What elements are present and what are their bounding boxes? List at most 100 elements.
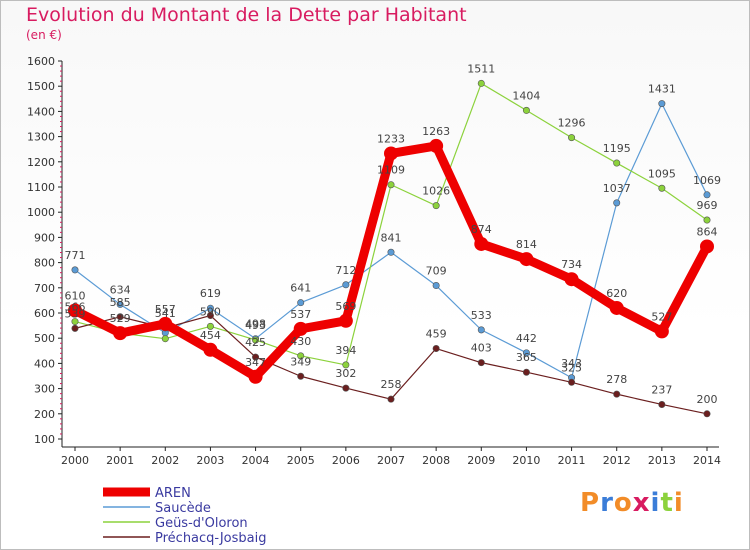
- data-label: 734: [561, 258, 582, 271]
- data-label: 610: [65, 289, 86, 302]
- data-label: 814: [516, 238, 537, 251]
- x-tick-label: 2010: [512, 454, 540, 467]
- data-label: 1511: [467, 62, 495, 75]
- data-label: 430: [290, 335, 311, 348]
- data-point: [68, 303, 82, 318]
- data-label: 1263: [422, 125, 450, 138]
- data-point: [658, 184, 666, 192]
- legend-label: Saucède: [155, 501, 211, 516]
- data-label: 498: [245, 318, 266, 331]
- data-label: 1195: [603, 142, 631, 155]
- x-tick-label: 2009: [467, 454, 495, 467]
- data-point: [477, 326, 485, 334]
- x-tick-label: 2001: [106, 454, 134, 467]
- x-tick-label: 2013: [648, 454, 676, 467]
- x-tick-label: 2000: [61, 454, 89, 467]
- data-point: [703, 216, 711, 224]
- data-labels: 771 634 619 498 641 712 841 709 533 442 343 1037 143…: [65, 62, 722, 405]
- data-label: 864: [697, 225, 718, 238]
- data-point: [293, 321, 308, 336]
- data-point: [297, 372, 305, 380]
- data-point: [658, 400, 666, 408]
- data-label: 200: [697, 393, 718, 406]
- data-point: [158, 316, 173, 331]
- logo-letter: i: [673, 488, 684, 518]
- x-tick-label: 2014: [693, 454, 721, 467]
- data-label: 541: [155, 307, 176, 320]
- data-point: [71, 324, 79, 332]
- y-tick-label: 500: [34, 332, 55, 345]
- data-point: [71, 266, 79, 274]
- legend-label: Préchacq-Josbaig: [155, 531, 266, 546]
- data-label: 969: [697, 199, 718, 212]
- data-point: [522, 368, 530, 376]
- data-point: [703, 191, 711, 199]
- y-tick-label: 1500: [27, 80, 55, 93]
- data-point: [522, 106, 530, 114]
- x-tick-label: 2002: [151, 454, 179, 467]
- y-tick-label: 100: [34, 433, 55, 446]
- data-label: 619: [200, 287, 221, 300]
- y-tick-label: 400: [34, 357, 55, 370]
- data-point: [297, 352, 305, 360]
- data-point: [658, 100, 666, 108]
- data-label: 278: [606, 373, 627, 386]
- legend-label: AREN: [155, 486, 191, 501]
- chart-subtitle: (en €): [26, 28, 62, 42]
- data-point: [338, 313, 353, 328]
- data-point: [252, 353, 260, 361]
- data-point: [609, 300, 624, 315]
- y-tick-label: 700: [34, 282, 55, 295]
- data-point: [342, 361, 350, 369]
- legend-label: Geüs-d'Oloron: [155, 516, 248, 531]
- data-point: [613, 159, 621, 167]
- data-point: [564, 272, 579, 287]
- data-point: [342, 281, 350, 289]
- data-point: [568, 378, 576, 386]
- x-tick-label: 2004: [242, 454, 270, 467]
- data-label: 347: [245, 356, 266, 369]
- data-point: [206, 312, 214, 320]
- data-label: 557: [155, 303, 176, 316]
- data-label: 1069: [693, 174, 721, 187]
- data-label: 365: [516, 351, 537, 364]
- data-point: [71, 318, 79, 326]
- logo-letter: P: [580, 488, 601, 518]
- data-point: [384, 146, 398, 161]
- data-point: [116, 313, 124, 321]
- x-tick-label: 2003: [196, 454, 224, 467]
- data-point: [342, 384, 350, 392]
- data-point: [432, 345, 440, 353]
- series-Saucède: [71, 100, 711, 382]
- y-tick-label: 1600: [27, 55, 55, 68]
- y-tick-label: 300: [34, 383, 55, 396]
- data-point: [206, 304, 214, 312]
- data-point: [474, 236, 489, 251]
- y-tick-label: 800: [34, 257, 55, 270]
- data-label: 566: [65, 301, 86, 314]
- data-label: 349: [290, 355, 311, 368]
- chart-title: Evolution du Montant de la Dette par Hab…: [26, 4, 467, 26]
- data-label: 1026: [422, 185, 450, 198]
- data-label: 537: [290, 308, 311, 321]
- y-tick-label: 600: [34, 307, 55, 320]
- data-label: 1431: [648, 83, 676, 96]
- series-line: [70, 141, 712, 382]
- data-point: [613, 390, 621, 398]
- data-point: [568, 134, 576, 142]
- y-tick-label: 1400: [27, 105, 55, 118]
- data-point: [429, 138, 444, 153]
- data-label: 771: [65, 249, 86, 262]
- y-tick-label: 1000: [27, 206, 55, 219]
- data-point: [387, 181, 395, 189]
- data-label: 325: [561, 361, 582, 374]
- logo-letter: x: [632, 488, 651, 518]
- data-label: 1233: [377, 132, 405, 145]
- series-Préchacq-Josbaig: [71, 312, 711, 418]
- data-label: 712: [335, 264, 356, 277]
- data-point: [297, 299, 305, 307]
- logo-letter: i: [650, 488, 661, 518]
- series-AREN: [68, 138, 714, 384]
